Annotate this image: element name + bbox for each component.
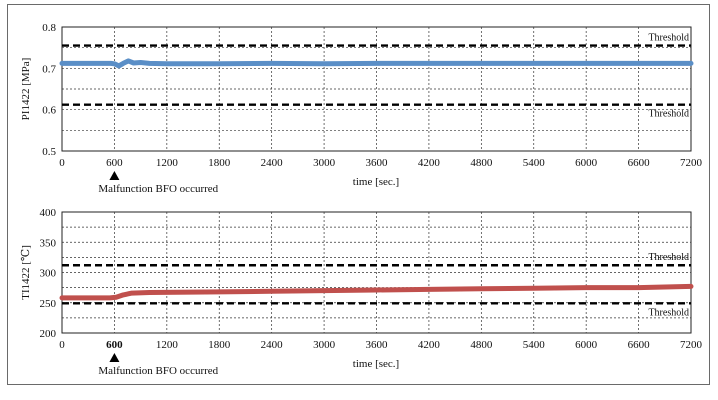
x-tick-label: 3600 [366,157,389,169]
x-axis-label: time [sec.] [353,358,399,370]
y-axis-label: PI1422 [MPa] [20,58,32,121]
x-tick-label: 3000 [313,157,336,169]
y-tick-label: 0.7 [42,63,56,75]
y-tick-label: 200 [40,328,57,340]
x-tick-label: 6600 [628,157,651,169]
y-axis-label: TI1422 [℃] [20,245,32,300]
threshold-label: Threshold [648,307,689,318]
x-tick-label: 2400 [261,339,284,351]
x-tick-label: 600 [106,339,123,351]
x-tick-label: 1800 [208,157,231,169]
y-tick-label: 0.5 [42,146,56,158]
x-tick-label: 0 [59,339,65,351]
x-tick-label: 5400 [523,157,546,169]
x-tick-label: 3600 [366,339,389,351]
annotation-triangle-icon [109,353,120,362]
x-tick-label: 4200 [418,157,441,169]
y-tick-label: 300 [40,268,57,280]
x-tick-label: 6600 [628,339,651,351]
x-tick-label: 6000 [575,339,598,351]
x-tick-label: 4200 [418,339,441,351]
y-tick-label: 350 [40,237,57,249]
y-tick-label: 250 [40,298,57,310]
series-line [59,58,694,69]
threshold-label: Threshold [648,252,689,263]
threshold-label: Threshold [648,33,689,44]
x-tick-label: 4800 [470,339,493,351]
y-tick-label: 0.6 [42,105,56,117]
x-tick-label: 2400 [261,157,284,169]
annotation-triangle-icon [109,171,120,180]
x-tick-label: 6000 [575,157,598,169]
chart-panel-2: 0 600 1200 1800 2400 3000 3600 4200 4800 5400 6000… [20,207,703,377]
chart-panel-1: 0 600 1200 1800 2400 3000 3600 4200 4800 5400 6000… [20,22,703,195]
annotation-label: Malfunction BFO occurred [98,183,218,195]
x-tick-label: 5400 [523,339,546,351]
x-tick-label: 7200 [680,157,703,169]
x-tick-label: 0 [59,157,65,169]
x-tick-label: 4800 [470,157,493,169]
figure-frame [7,4,710,385]
x-tick-label: 3000 [313,339,336,351]
threshold-label: Threshold [648,109,689,120]
annotation-label: Malfunction BFO occurred [98,365,218,377]
y-tick-label: 400 [40,207,57,219]
x-tick-label: 7200 [680,339,703,351]
x-tick-label: 1800 [208,339,231,351]
x-tick-label: 600 [106,157,123,169]
y-tick-label: 0.8 [42,22,56,34]
x-tick-label: 1200 [156,157,179,169]
x-tick-label: 1200 [156,339,179,351]
series-line [59,283,694,301]
x-axis-label: time [sec.] [353,176,399,188]
